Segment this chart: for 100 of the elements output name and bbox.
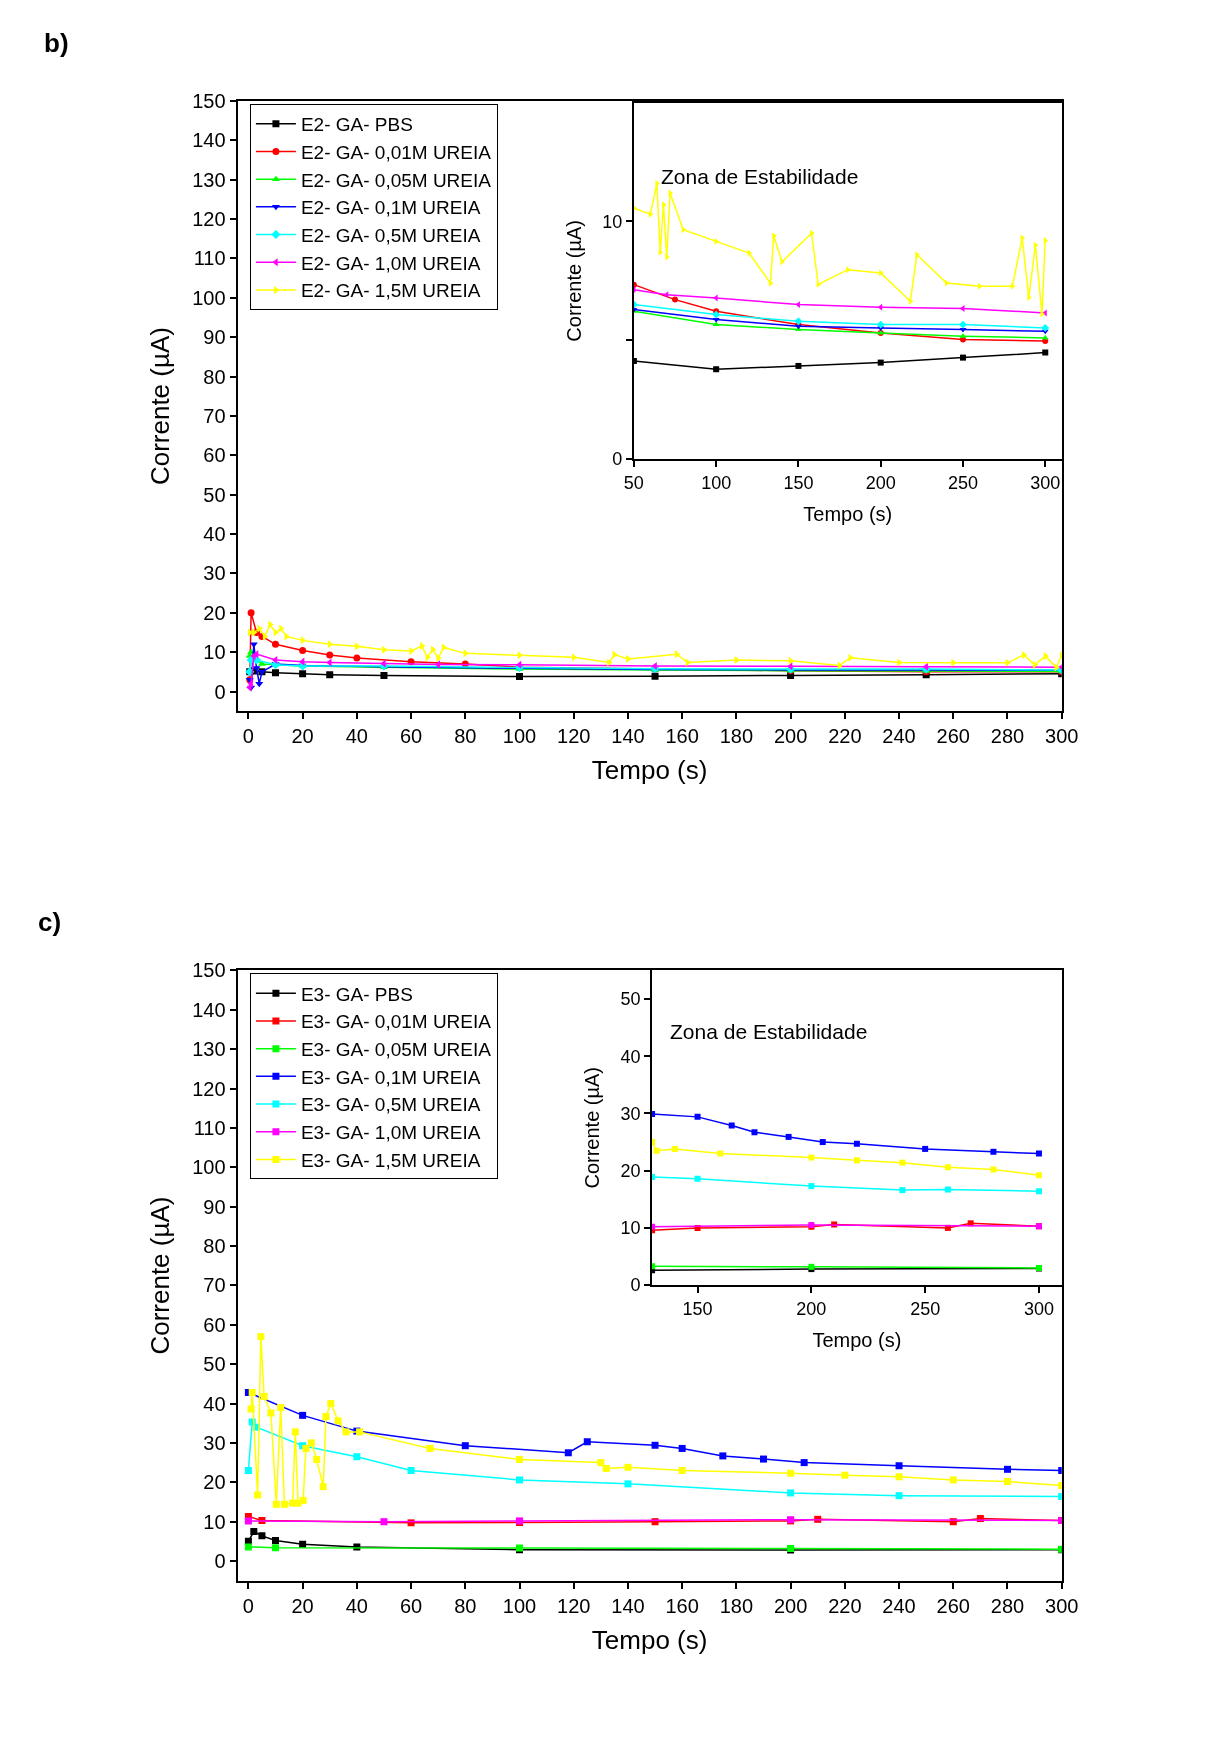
legend-label: E3- GA- 0,05M UREIA <box>300 1039 492 1061</box>
y-tick-label: 130 <box>192 1038 226 1061</box>
x-tick-label: 80 <box>454 1594 477 1617</box>
x-tick-label: 120 <box>557 1594 591 1617</box>
y-tick-label: 0 <box>214 680 226 703</box>
x-tick-label: 220 <box>828 1594 862 1617</box>
x-tick-label: 60 <box>399 725 423 748</box>
y-tick-label: 0 <box>612 449 623 470</box>
y-tick-label: 20 <box>203 1471 226 1494</box>
x-tick-label: 300 <box>1045 1594 1079 1617</box>
y-tick-label: 10 <box>203 1510 226 1533</box>
y-tick-label: 10 <box>620 1218 641 1239</box>
annotation: Zona de Estabilidade <box>661 165 859 188</box>
y-tick-label: 90 <box>203 326 226 349</box>
y-tick-label: 0 <box>214 1550 226 1573</box>
x-tick-label: 180 <box>719 725 754 748</box>
legend-label: E3- GA- PBS <box>300 983 413 1005</box>
legend-label: E3- GA- 1,0M UREIA <box>300 1122 481 1144</box>
x-tick-label: 20 <box>291 725 314 748</box>
y-tick-label: 150 <box>192 959 226 982</box>
x-tick-label: 200 <box>796 1298 827 1319</box>
x-tick-label: 100 <box>502 725 537 748</box>
y-tick-label: 70 <box>203 404 226 427</box>
legend-label: E3- GA- 1,5M UREIA <box>300 1149 481 1171</box>
y-axis-title: Corrente (µA) <box>563 220 586 342</box>
y-tick-label: 80 <box>203 365 226 388</box>
x-tick-label: 100 <box>502 1594 537 1617</box>
legend-label: E2- GA- 0,05M UREIA <box>300 169 492 191</box>
x-tick-label: 0 <box>242 1594 254 1617</box>
x-axis-title: Tempo (s) <box>812 1328 902 1351</box>
y-tick-label: 60 <box>203 444 226 467</box>
x-tick-label: 240 <box>882 725 916 748</box>
legend-label: E2- GA- PBS <box>300 114 413 136</box>
legend-label: E2- GA- 1,5M UREIA <box>300 280 481 302</box>
x-tick-label: 120 <box>557 725 591 748</box>
x-axis-title: Tempo (s) <box>803 502 893 525</box>
x-tick-label: 40 <box>345 1594 368 1617</box>
y-tick-label: 20 <box>203 601 226 624</box>
y-tick-label: 110 <box>193 1116 226 1139</box>
y-tick-label: 10 <box>602 211 623 232</box>
y-tick-label: 150 <box>192 89 226 112</box>
y-tick-label: 40 <box>620 1046 641 1067</box>
x-tick-label: 80 <box>454 725 477 748</box>
x-tick-label: 250 <box>910 1298 941 1319</box>
y-axis-title: Corrente (µA) <box>145 1196 176 1355</box>
y-tick-label: 120 <box>192 208 226 230</box>
annotation: Zona de Estabilidade <box>670 1020 868 1043</box>
x-tick-label: 100 <box>701 472 732 493</box>
legend-label: E2- GA- 0,01M UREIA <box>300 141 492 163</box>
y-tick-label: 20 <box>620 1160 641 1181</box>
x-tick-label: 280 <box>990 1594 1025 1617</box>
legend-label: E2- GA- 1,0M UREIA <box>300 252 481 274</box>
y-tick-label: 130 <box>192 168 226 191</box>
y-tick-label: 50 <box>620 989 641 1010</box>
x-tick-label: 180 <box>719 1594 754 1617</box>
y-tick-label: 80 <box>203 1235 226 1258</box>
y-tick-label: 30 <box>203 1431 226 1454</box>
legend-label: E2- GA- 0,1M UREIA <box>300 197 481 219</box>
y-tick-label: 40 <box>203 523 226 546</box>
x-tick-label: 280 <box>990 725 1025 748</box>
x-tick-label: 160 <box>665 1594 699 1617</box>
x-tick-label: 40 <box>345 725 368 748</box>
y-tick-label: 70 <box>203 1274 226 1297</box>
x-tick-label: 260 <box>936 1594 970 1617</box>
y-tick-label: 10 <box>203 641 226 664</box>
x-axis-title: Tempo (s) <box>591 1624 708 1655</box>
x-tick-label: 60 <box>399 1594 423 1617</box>
legend-label: E3- GA- 0,1M UREIA <box>300 1066 481 1088</box>
y-tick-label: 140 <box>192 129 226 152</box>
x-tick-label: 150 <box>783 472 814 493</box>
chart-title: b) <box>44 28 69 58</box>
y-tick-label: 30 <box>620 1103 641 1124</box>
x-tick-label: 250 <box>947 472 978 493</box>
y-tick-label: 100 <box>192 286 226 309</box>
y-tick-label: 40 <box>203 1392 226 1415</box>
x-tick-label: 200 <box>865 472 896 493</box>
y-tick-label: 60 <box>203 1313 226 1336</box>
x-tick-label: 300 <box>1045 725 1079 748</box>
x-tick-label: 150 <box>682 1298 713 1319</box>
x-tick-label: 240 <box>882 1594 916 1617</box>
x-tick-label: 220 <box>828 725 862 748</box>
x-tick-label: 260 <box>936 725 970 748</box>
x-tick-label: 0 <box>242 725 254 748</box>
x-tick-label: 160 <box>665 725 699 748</box>
x-tick-label: 200 <box>773 725 808 748</box>
y-tick-label: 30 <box>203 562 226 585</box>
x-tick-label: 300 <box>1030 472 1061 493</box>
y-axis-title: Corrente (µA) <box>581 1066 604 1189</box>
y-tick-label: 50 <box>203 1353 226 1376</box>
legend-label: E3- GA- 0,01M UREIA <box>300 1011 492 1033</box>
y-tick-label: 90 <box>203 1195 226 1218</box>
x-axis-title: Tempo (s) <box>591 755 708 786</box>
y-tick-label: 100 <box>192 1156 226 1179</box>
y-axis-title: Corrente (µA) <box>145 327 176 486</box>
y-tick-label: 110 <box>193 247 226 270</box>
x-tick-label: 200 <box>773 1594 808 1617</box>
legend-label: E3- GA- 0,5M UREIA <box>300 1094 481 1116</box>
chart-title: c) <box>38 907 62 937</box>
x-tick-label: 20 <box>291 1594 314 1617</box>
legend-label: E2- GA- 0,5M UREIA <box>300 224 481 246</box>
